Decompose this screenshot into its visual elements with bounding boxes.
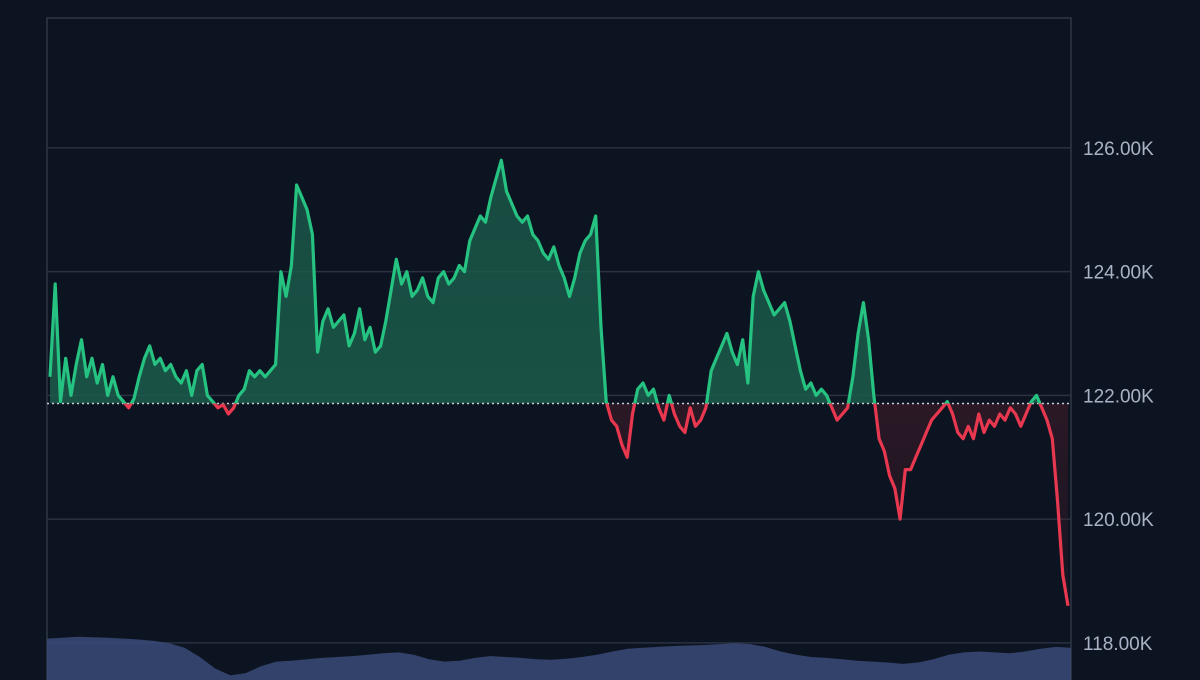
- volume-area: [47, 636, 1071, 680]
- plot-frame: [46, 17, 1072, 680]
- price-fill: [50, 160, 1068, 606]
- price-line-above: [48, 158, 1042, 404]
- price-line: [48, 158, 1070, 607]
- above-baseline-fill: [50, 160, 1068, 404]
- price-line-below: [122, 403, 1070, 607]
- y-axis-ticks: 126.00K 124.00K 122.00K 120.00K 118.00K: [1083, 139, 1154, 655]
- y-tick-label: 118.00K: [1083, 634, 1153, 655]
- y-tick-label: 124.00K: [1083, 263, 1154, 284]
- y-tick-label: 126.00K: [1083, 139, 1154, 160]
- volume-shape: [47, 636, 1071, 680]
- below-baseline-fill: [125, 403, 1068, 606]
- y-tick-label: 120.00K: [1083, 510, 1154, 531]
- y-tick-label: 122.00K: [1083, 386, 1154, 407]
